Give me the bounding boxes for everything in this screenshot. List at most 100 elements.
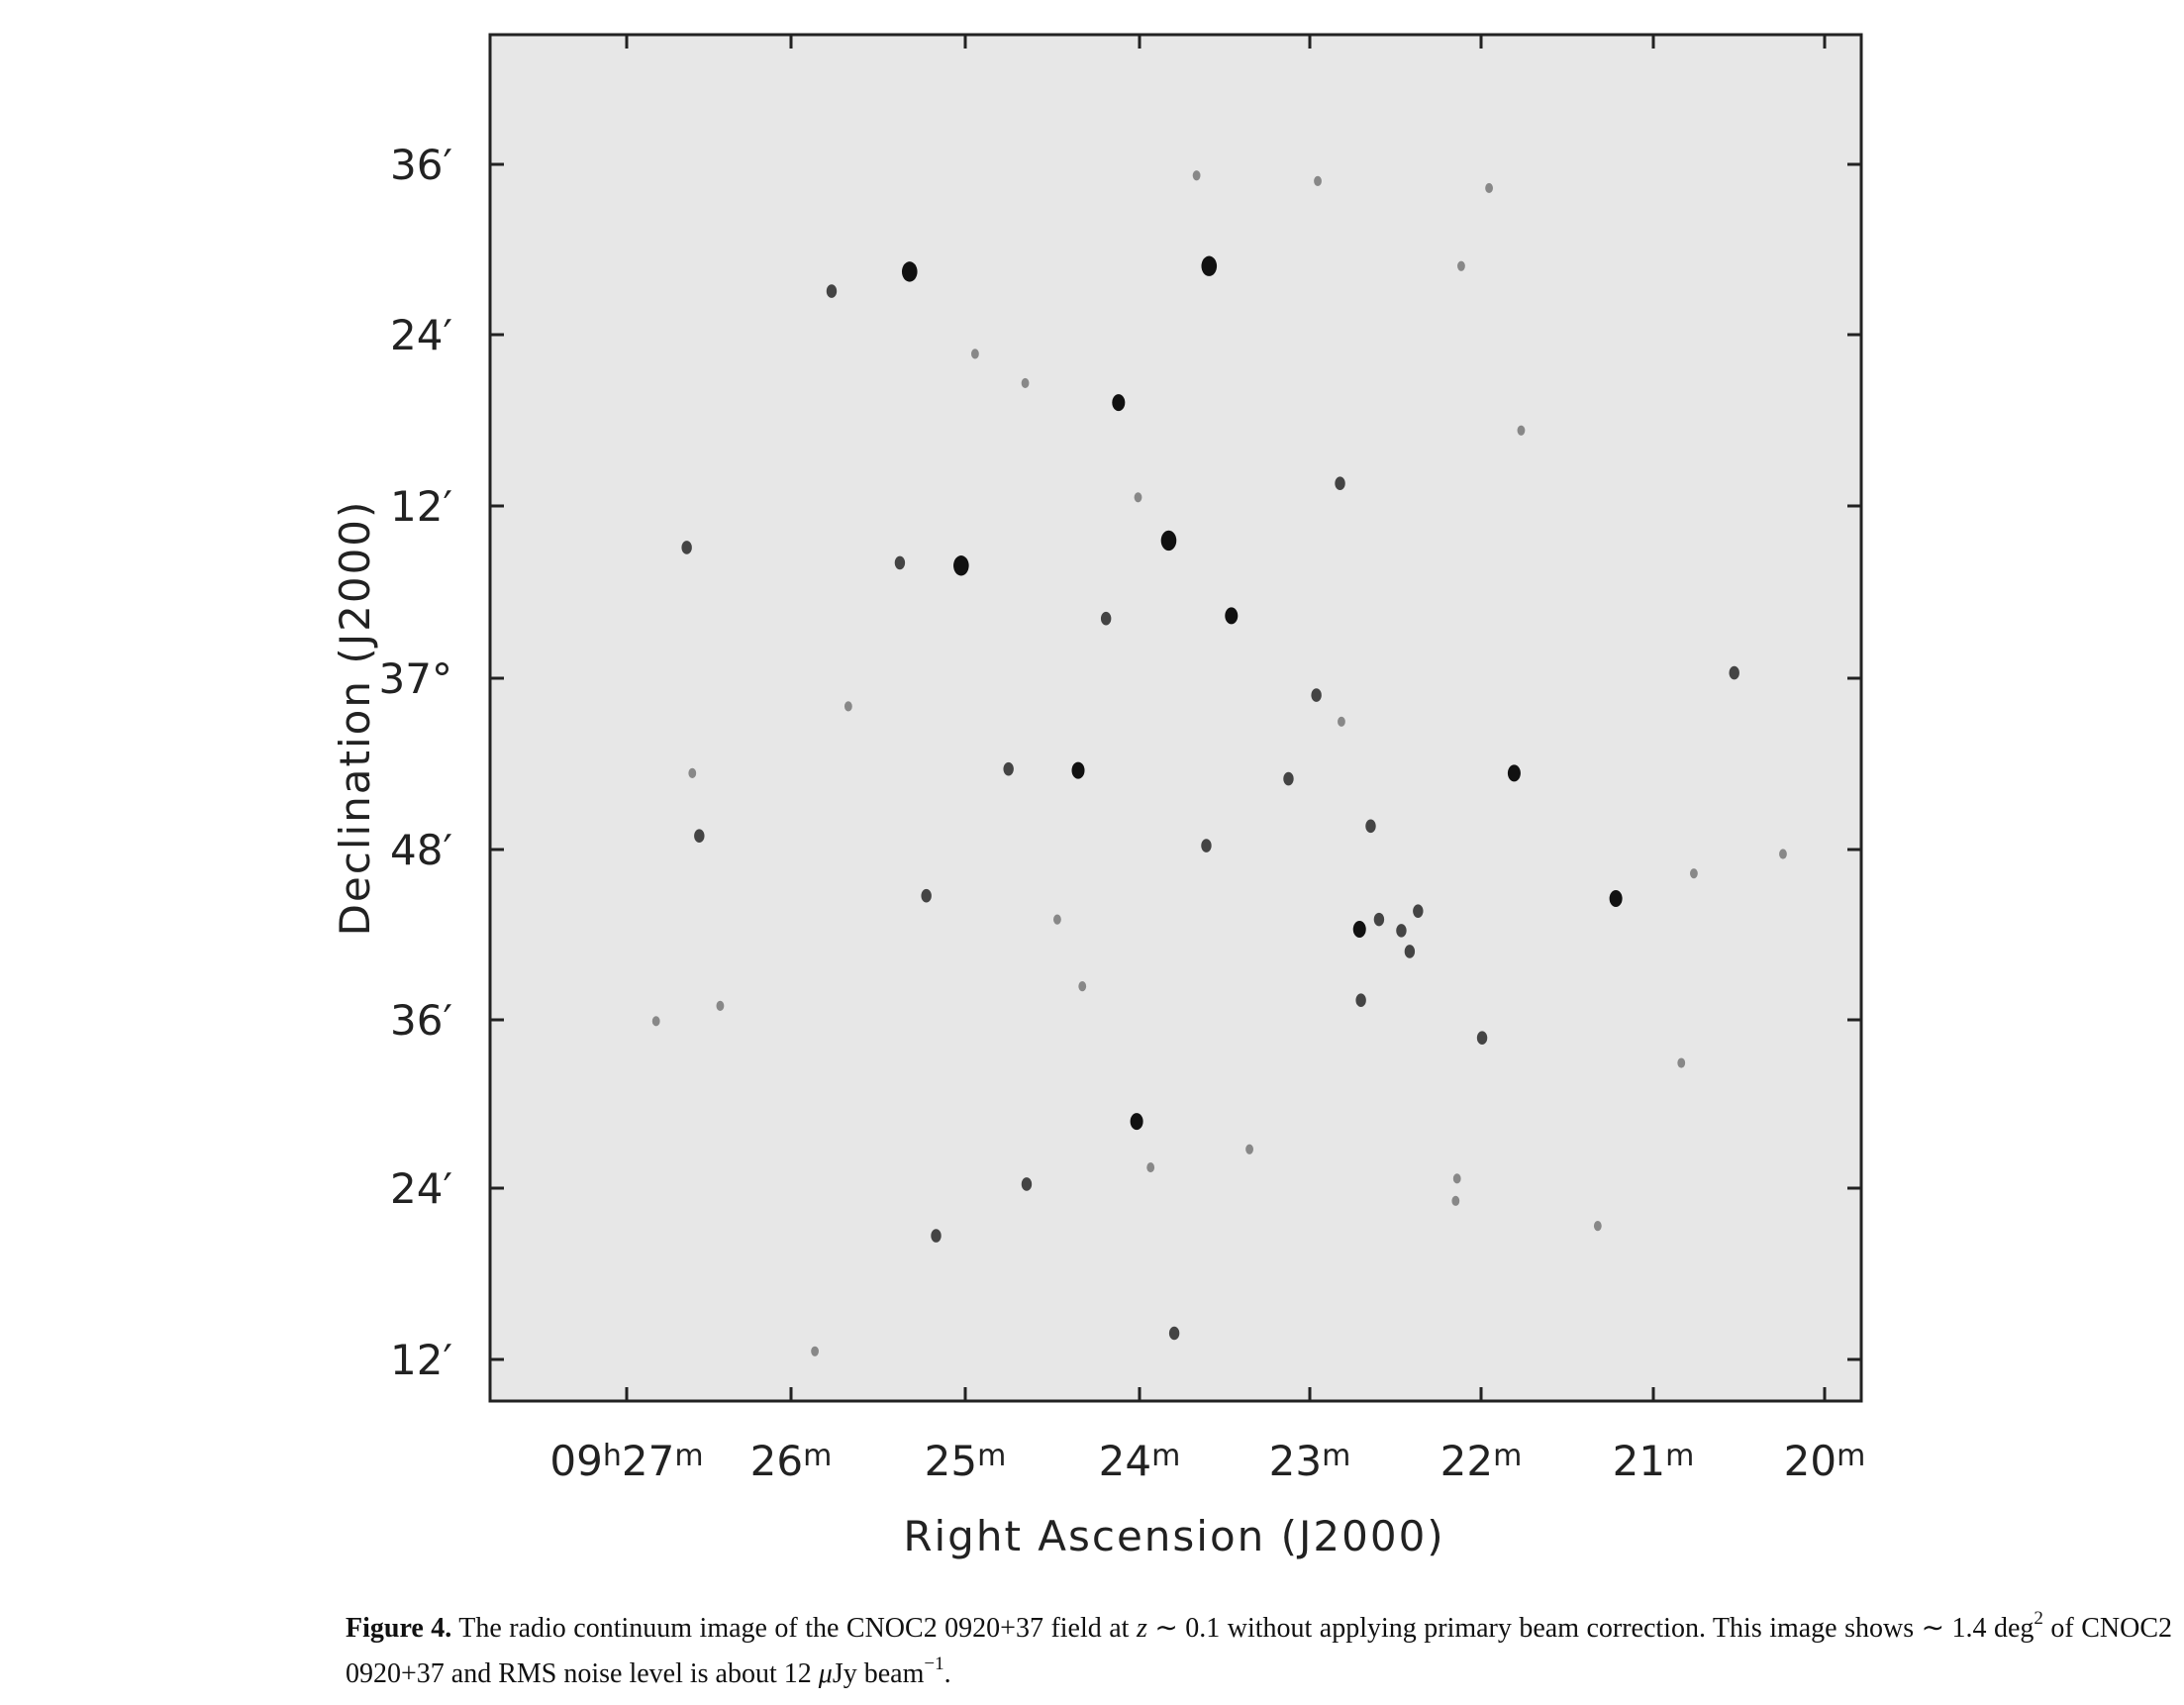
figure: Declination (J2000) Right Ascension (J20…: [331, 33, 1866, 1560]
x-tick-main: 26: [750, 1437, 803, 1485]
x-tick-sup: h: [603, 1439, 622, 1473]
x-tick-sup: m: [1151, 1439, 1180, 1473]
x-tick-label: 22m: [1440, 1437, 1523, 1485]
caption: Figure 4. The radio continuum image of t…: [346, 1606, 2172, 1697]
radio-source: [1593, 1221, 1602, 1232]
x-tick-main: 22: [1440, 1437, 1493, 1485]
caption-text: Jy beam: [832, 1658, 925, 1689]
y-tick-label: 36′: [390, 996, 452, 1045]
radio-source: [1311, 688, 1322, 702]
radio-source: [1003, 761, 1014, 776]
radio-source: [1245, 1144, 1253, 1154]
caption-text: −1: [924, 1654, 944, 1674]
x-tick-label: 09h27m: [549, 1437, 703, 1485]
radio-source: [716, 1000, 725, 1011]
radio-source: [901, 261, 918, 282]
x-tick-label: 25m: [925, 1437, 1007, 1485]
y-tick-label: 24′: [390, 1164, 452, 1213]
x-tick-sup: m: [1837, 1439, 1865, 1473]
radio-source: [1314, 175, 1322, 187]
radio-source: [1452, 1173, 1461, 1184]
radio-source: [1134, 492, 1142, 503]
radio-source: [931, 1229, 942, 1243]
radio-source: [651, 1016, 660, 1027]
radio-source: [971, 349, 979, 359]
x-tick-sup: m: [803, 1439, 832, 1473]
caption-text: z: [1136, 1613, 1147, 1644]
x-tick-main: 20: [1784, 1437, 1837, 1485]
x-tick-main: 24: [1099, 1437, 1151, 1485]
radio-source: [1396, 924, 1407, 938]
x-tick-sup: m: [977, 1439, 1006, 1473]
radio-source: [811, 1346, 819, 1356]
radio-source: [1485, 182, 1493, 194]
x-tick-label: 20m: [1784, 1437, 1866, 1485]
x-tick-label: 23m: [1269, 1437, 1351, 1485]
radio-source: [1517, 425, 1526, 436]
radio-source: [1021, 377, 1030, 389]
radio-source: [826, 284, 838, 298]
radio-source: [1160, 530, 1177, 552]
radio-source: [1283, 771, 1294, 786]
radio-source: [1365, 819, 1376, 834]
radio-source: [894, 555, 906, 570]
caption-label: Figure 4.: [346, 1613, 452, 1644]
radio-source: [1201, 839, 1212, 852]
y-tick-label: 12′: [390, 1336, 452, 1384]
radio-source: [1413, 904, 1424, 918]
y-tick-label: 24′: [390, 311, 452, 359]
radio-source: [1404, 945, 1416, 958]
radio-sources: [651, 170, 1787, 1356]
radio-source: [1729, 665, 1739, 680]
radio-source: [1335, 476, 1345, 491]
radio-source: [1201, 255, 1218, 276]
radio-source: [1677, 1057, 1686, 1068]
radio-source: [1078, 981, 1087, 992]
radio-source: [1192, 170, 1201, 181]
radio-source: [1338, 716, 1345, 727]
x-tick-main: 23: [1269, 1437, 1322, 1485]
radio-source: [921, 888, 932, 903]
radio-source: [1779, 849, 1787, 859]
x-tick-main: 25: [925, 1437, 977, 1485]
y-axis-title: Declination (J2000): [331, 500, 379, 937]
radio-source: [1352, 920, 1366, 938]
x-tick-main: 21: [1613, 1437, 1665, 1485]
caption-text: The radio continuum image of the CNOC2 0…: [451, 1613, 1137, 1644]
caption-text: ∼ 0.1 without applying primary beam corr…: [1146, 1613, 2035, 1644]
radio-source: [1690, 868, 1698, 879]
radio-source: [694, 829, 705, 843]
y-tick-label: 48′: [390, 826, 452, 874]
radio-source: [1451, 1195, 1460, 1206]
caption-text: 2: [2034, 1608, 2043, 1629]
x-tick-main: 27: [622, 1437, 674, 1485]
x-tick-label: 21m: [1613, 1437, 1695, 1485]
radio-source: [1112, 394, 1126, 412]
radio-source: [681, 541, 692, 554]
radio-source: [1100, 611, 1112, 626]
radio-source: [1507, 764, 1521, 782]
x-tick-sup: m: [1322, 1439, 1350, 1473]
radio-source: [1225, 607, 1239, 625]
axis-ticks: [490, 35, 1861, 1401]
radio-source: [1476, 1031, 1488, 1046]
radio-source: [1146, 1161, 1155, 1173]
radio-source: [1130, 1113, 1143, 1131]
radio-source: [1457, 260, 1465, 271]
y-tick-label: 12′: [390, 482, 452, 531]
x-tick-sup: m: [674, 1439, 703, 1473]
caption-text: .: [943, 1658, 951, 1689]
y-tick-label: 36′: [390, 141, 452, 189]
radio-source: [1355, 993, 1366, 1008]
x-tick-main: 09: [549, 1437, 602, 1485]
y-tick-label: 37°: [379, 654, 452, 703]
radio-source: [844, 701, 852, 712]
radio-source: [688, 767, 697, 778]
caption-text: μ: [818, 1658, 833, 1689]
x-tick-sup: m: [1665, 1439, 1694, 1473]
radio-source: [1168, 1326, 1180, 1341]
x-tick-label: 26m: [750, 1437, 833, 1485]
radio-source: [1609, 890, 1623, 908]
radio-source: [1021, 1177, 1033, 1191]
